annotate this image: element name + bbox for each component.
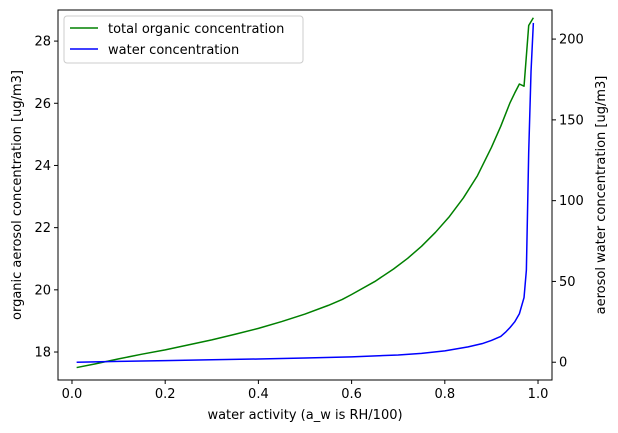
legend-label-water: water concentration	[108, 43, 239, 58]
y-right-tick-label: 150	[559, 113, 584, 128]
legend: total organic concentration water concen…	[63, 15, 304, 64]
y-left-tick-label: 22	[34, 221, 51, 236]
ticks-layer: 0.0 0.2 0.4 0.6 0.8 1.0 18 20 22 24 26 28 0 50 100 150 2…	[34, 33, 583, 402]
y-axis-label-right: aerosol water concentration [ug/m3]	[594, 76, 609, 315]
y-left-tick-label: 28	[34, 35, 51, 50]
y-right-tick-label: 50	[559, 275, 576, 290]
x-tick-label: 0.8	[434, 387, 455, 402]
y-right-tick-label: 200	[559, 33, 584, 48]
x-tick-label: 0.2	[155, 387, 176, 402]
y-left-tick-label: 26	[34, 97, 51, 112]
plot-frame	[57, 9, 553, 381]
y-axis-label-left: organic aerosol concentration [ug/m3]	[10, 70, 25, 320]
x-axis-label: water activity (a_w is RH/100)	[207, 408, 402, 423]
series-layer	[76, 17, 535, 369]
x-tick-label: 0.0	[62, 387, 83, 402]
legend-box	[63, 15, 304, 64]
x-tick-label: 0.6	[341, 387, 362, 402]
y-left-tick-label: 20	[34, 283, 51, 298]
x-tick-label: 1.0	[528, 387, 549, 402]
y-left-tick-label: 24	[34, 159, 51, 174]
y-left-tick-label: 18	[34, 346, 51, 361]
x-tick-label: 0.4	[248, 387, 269, 402]
y-right-tick-label: 100	[559, 194, 584, 209]
series-line-total-organic-concentration	[76, 17, 535, 369]
series-line-water-concentration	[76, 22, 535, 363]
legend-label-total-organic: total organic concentration	[108, 22, 284, 37]
y-right-tick-label: 0	[559, 356, 567, 371]
